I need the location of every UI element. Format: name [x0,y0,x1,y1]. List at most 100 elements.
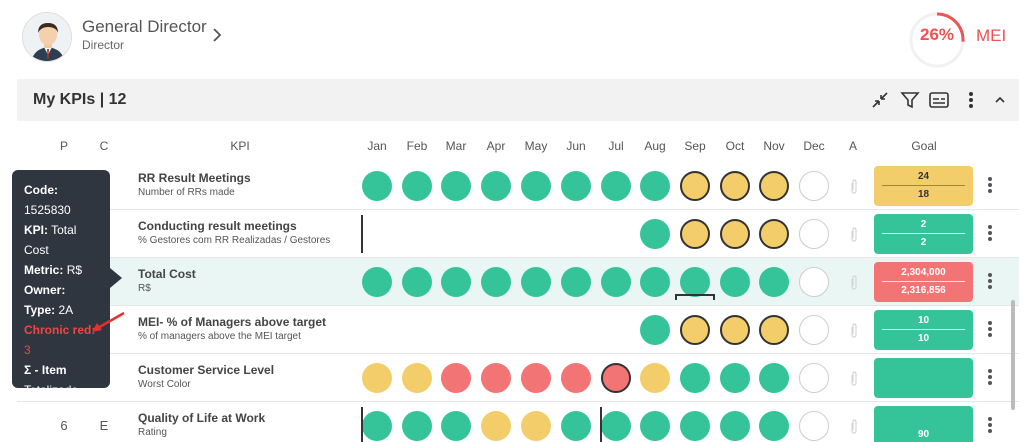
status-dot-aug[interactable] [640,411,670,441]
status-dot-jan[interactable] [362,411,392,441]
status-dot-jul[interactable] [601,267,631,297]
status-dot-nov[interactable] [759,171,789,201]
status-dot-mar[interactable] [441,363,471,393]
status-dot-oct[interactable] [720,315,750,345]
kpi-row[interactable]: Total Cost R$ 2,304,000 2,316,856 [17,258,1019,306]
attachment-icon[interactable] [849,419,859,435]
status-dot-sep[interactable] [680,411,710,441]
attachment-icon[interactable] [849,275,859,291]
attachment-icon[interactable] [849,227,859,243]
col-header-jan[interactable]: Jan [367,139,387,153]
kpi-row[interactable]: 6 E Quality of Life at Work Rating 90 [17,402,1019,442]
chevron-right-icon[interactable] [210,26,224,44]
row-menu-icon[interactable] [985,224,995,244]
status-dot-dec[interactable] [799,363,829,393]
kpi-name[interactable]: RR Result Meetings [138,171,251,185]
status-dot-jan[interactable] [362,363,392,393]
col-header-oct[interactable]: Oct [725,139,745,153]
vertical-scrollbar[interactable] [1011,300,1015,410]
status-dot-aug[interactable] [640,171,670,201]
row-menu-icon[interactable] [985,176,995,196]
col-header-nov[interactable]: Nov [763,139,785,153]
status-dot-dec[interactable] [799,411,829,441]
row-menu-icon[interactable] [985,416,995,436]
status-dot-sep[interactable] [680,219,710,249]
col-header-a[interactable]: A [848,139,857,153]
status-dot-oct[interactable] [720,411,750,441]
col-header-c[interactable]: C [99,139,109,153]
col-header-aug[interactable]: Aug [644,139,666,153]
kpi-name[interactable]: Quality of Life at Work [138,411,266,425]
goal-box[interactable]: 10 10 [874,310,973,350]
col-header-jul[interactable]: Jul [608,139,624,153]
kpi-row[interactable]: MEI- % of Managers above target % of mana… [17,306,1019,354]
kpi-row[interactable]: RR Result Meetings Number of RRs made 24 18 [17,162,1019,210]
status-dot-feb[interactable] [402,171,432,201]
col-header-apr[interactable]: Apr [486,139,506,153]
attachment-icon[interactable] [849,371,859,387]
status-dot-apr[interactable] [481,363,511,393]
status-dot-oct[interactable] [720,219,750,249]
chevron-up-icon[interactable] [989,89,1011,111]
status-dot-jul[interactable] [601,411,631,441]
status-dot-aug[interactable] [640,315,670,345]
status-dot-jan[interactable] [362,267,392,297]
more-vert-icon[interactable] [960,89,982,111]
status-dot-may[interactable] [521,171,551,201]
status-dot-jul[interactable] [601,363,631,393]
status-dot-nov[interactable] [759,363,789,393]
status-dot-oct[interactable] [720,171,750,201]
col-header-p[interactable]: P [59,139,68,153]
status-dot-nov[interactable] [759,411,789,441]
status-dot-dec[interactable] [799,219,829,249]
status-dot-sep[interactable] [680,363,710,393]
status-dot-jun[interactable] [561,267,591,297]
kpi-name[interactable]: MEI- % of Managers above target [138,315,327,329]
status-dot-oct[interactable] [720,267,750,297]
col-header-mar[interactable]: Mar [445,139,467,153]
status-dot-apr[interactable] [481,411,511,441]
status-dot-dec[interactable] [799,315,829,345]
status-dot-aug[interactable] [640,267,670,297]
col-header-dec[interactable]: Dec [803,139,825,153]
status-dot-aug[interactable] [640,363,670,393]
row-menu-icon[interactable] [985,368,995,388]
col-header-sep[interactable]: Sep [684,139,706,153]
kpi-row[interactable]: Conducting result meetings % Gestores com… [17,210,1019,258]
status-dot-nov[interactable] [759,219,789,249]
status-dot-mar[interactable] [441,411,471,441]
status-dot-mar[interactable] [441,171,471,201]
status-dot-aug[interactable] [640,219,670,249]
status-dot-jun[interactable] [561,363,591,393]
col-header-may[interactable]: May [524,139,548,153]
collapse-icon[interactable] [869,89,891,111]
status-dot-sep[interactable] [680,267,710,297]
status-dot-may[interactable] [521,267,551,297]
status-dot-apr[interactable] [481,267,511,297]
col-header-goal[interactable]: Goal [911,139,937,153]
goal-box[interactable]: 90 [874,406,973,442]
goal-box[interactable]: 24 18 [874,166,973,206]
mei-label[interactable]: MEI [976,26,1007,45]
row-menu-icon[interactable] [985,320,995,340]
attachment-icon[interactable] [849,323,859,339]
status-dot-dec[interactable] [799,267,829,297]
attachment-icon[interactable] [849,179,859,195]
status-dot-jun[interactable] [561,171,591,201]
status-dot-sep[interactable] [680,171,710,201]
status-dot-dec[interactable] [799,171,829,201]
avatar[interactable] [22,12,72,62]
status-dot-feb[interactable] [402,411,432,441]
status-dot-may[interactable] [521,411,551,441]
col-header-kpi[interactable]: KPI [230,139,250,153]
status-dot-oct[interactable] [720,363,750,393]
goal-box[interactable]: 2,304,000 2,316,856 [874,262,973,302]
status-dot-feb[interactable] [402,267,432,297]
status-dot-feb[interactable] [402,363,432,393]
filter-icon[interactable] [899,89,921,111]
status-dot-sep[interactable] [680,315,710,345]
status-dot-may[interactable] [521,363,551,393]
kpi-name[interactable]: Customer Service Level [138,363,275,377]
status-dot-jun[interactable] [561,411,591,441]
